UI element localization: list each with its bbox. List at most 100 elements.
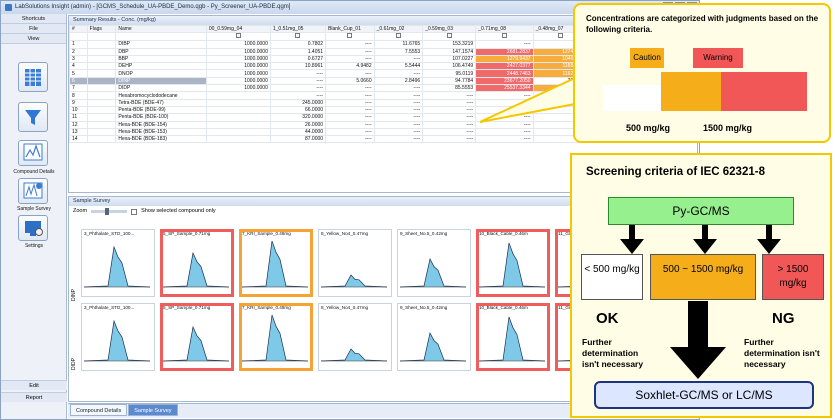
filter-cell[interactable] bbox=[373, 32, 424, 42]
chromatogram-cell[interactable]: 9_Sheet_No.5_0.42mg bbox=[397, 229, 471, 297]
chromatogram-cell[interactable]: 3_Phthalate_STD_100... bbox=[81, 229, 155, 297]
column-header[interactable]: 1_0.51mg_05 bbox=[269, 24, 327, 34]
table-cell: DEHP bbox=[115, 62, 207, 71]
column-header[interactable]: _0.61mg_02 bbox=[373, 24, 424, 34]
high-criteria-text: > 1500 mg/kg bbox=[777, 264, 809, 289]
chromatogram-cell[interactable]: 7_KRI_Sample_0.48mg bbox=[239, 229, 313, 297]
chromatogram-cell[interactable]: 8_Yellow_No4_0.47mg bbox=[318, 303, 392, 371]
filter-cell[interactable] bbox=[325, 32, 375, 42]
column-header[interactable]: # bbox=[69, 24, 88, 34]
table-cell: 11 bbox=[69, 113, 88, 122]
table-cell bbox=[86, 135, 117, 144]
column-header[interactable]: _0.71mg_08 bbox=[475, 24, 534, 34]
compound-details-icon bbox=[23, 143, 43, 161]
zoom-slider-thumb[interactable] bbox=[105, 208, 110, 215]
filter-cell[interactable] bbox=[86, 32, 117, 42]
table-cell: 5.5444 bbox=[373, 62, 424, 71]
table-cell: ---- bbox=[373, 113, 424, 122]
down-arrow-main bbox=[670, 301, 726, 379]
screening-title: Screening criteria of IEC 62321-8 bbox=[586, 166, 765, 178]
further-left-note: Further determination isn't necessary bbox=[582, 337, 644, 369]
chromatogram-cell[interactable]: 3_Phthalate_STD_100... bbox=[81, 303, 155, 371]
table-cell: ---- bbox=[422, 105, 477, 115]
table-cell: 3 bbox=[69, 54, 88, 64]
column-header[interactable]: _0.59mg_03 bbox=[422, 24, 477, 34]
table-cell: 0.7802 bbox=[269, 40, 327, 49]
filter-cell[interactable] bbox=[269, 32, 327, 42]
warning-range-bar bbox=[721, 72, 807, 111]
table-cell: 9 bbox=[69, 98, 88, 107]
sample-survey-header: Sample Survey bbox=[69, 197, 697, 206]
table-cell: Penta-BDE (BDE-99) bbox=[115, 105, 207, 115]
table-cell: 1000.0000 bbox=[205, 47, 271, 56]
view-menu[interactable]: View bbox=[1, 34, 66, 44]
sample-survey-button[interactable] bbox=[18, 178, 48, 204]
column-checkbox[interactable] bbox=[446, 33, 452, 39]
filter-cell[interactable] bbox=[475, 32, 534, 42]
filter-cell[interactable] bbox=[115, 32, 207, 42]
filter-cell[interactable] bbox=[69, 32, 88, 42]
table-cell: Penta-BDE (BDE-100) bbox=[115, 113, 207, 122]
tab-sample-survey[interactable]: Sample Survey bbox=[128, 404, 178, 416]
column-header[interactable]: Blank_Cup_01 bbox=[325, 24, 375, 34]
grid-view-button[interactable] bbox=[18, 62, 48, 92]
mid-criteria-box: 500 ~ 1500 mg/kg bbox=[650, 254, 756, 300]
chromatogram-cell[interactable]: 7_KRI_Sample_0.48mg bbox=[239, 303, 313, 371]
column-header[interactable]: Flags bbox=[86, 24, 117, 34]
settings-icon bbox=[25, 221, 43, 236]
filter-cell[interactable] bbox=[205, 32, 271, 42]
peak-trace bbox=[320, 348, 388, 362]
chromatogram-cell[interactable]: 10_Black_Cable_0.46m bbox=[476, 229, 550, 297]
sample-title: 10_Black_Cable_0.46m bbox=[479, 231, 528, 236]
table-cell: ---- bbox=[325, 98, 375, 107]
criteria-callout: Concentrations are categorized with judg… bbox=[573, 3, 831, 143]
peak-trace bbox=[241, 240, 309, 288]
table-cell: 7.5553 bbox=[373, 47, 424, 56]
filter-cell[interactable] bbox=[422, 32, 477, 42]
settings-button[interactable] bbox=[18, 215, 48, 241]
chromatogram-cell[interactable]: 5_SP_Sample_0.71mg bbox=[160, 303, 234, 371]
zoom-slider[interactable] bbox=[91, 208, 128, 215]
title-bar: LabSolutions Insight (admin) - [GCMS_Sch… bbox=[1, 1, 699, 14]
sample-survey-label: Sample Survey bbox=[17, 206, 51, 212]
column-checkbox[interactable] bbox=[235, 33, 241, 39]
table-cell: ---- bbox=[269, 69, 327, 78]
table-row[interactable]: 3 BBP 1000.0000 0.6727 ---- ---- 107.0227 1279.… bbox=[69, 54, 698, 64]
file-menu[interactable]: File bbox=[1, 24, 66, 34]
show-selected-checkbox[interactable] bbox=[131, 208, 138, 215]
column-header[interactable]: 00_0.59mg_04 bbox=[205, 24, 271, 34]
table-cell: ---- bbox=[373, 54, 424, 64]
chromatogram-cell[interactable]: 8_Yellow_No4_0.47mg bbox=[318, 229, 392, 297]
tab-compound-details[interactable]: Compound Details bbox=[70, 404, 128, 416]
compound-details-button[interactable] bbox=[18, 140, 48, 166]
peak-trace bbox=[478, 316, 546, 362]
chromatogram-cell[interactable]: 10_Black_Cable_0.46m bbox=[476, 303, 550, 371]
report-menu[interactable]: Report bbox=[1, 392, 67, 402]
screening-criteria-box: Screening criteria of IEC 62321-8 Py-GC/… bbox=[570, 153, 832, 418]
filter-button[interactable] bbox=[18, 102, 48, 132]
column-checkbox[interactable] bbox=[347, 33, 353, 39]
chromatogram-cell[interactable]: 9_Sheet_No.5_0.42mg bbox=[397, 303, 471, 371]
column-header[interactable]: Name bbox=[115, 24, 207, 34]
table-cell: ---- bbox=[269, 76, 327, 86]
table-cell: 7 bbox=[69, 84, 88, 93]
table-cell: ---- bbox=[325, 40, 375, 49]
peak-plot bbox=[83, 245, 151, 288]
table-cell: 6 bbox=[69, 76, 88, 86]
edit-menu[interactable]: Edit bbox=[1, 380, 67, 390]
table-cell: DIDP bbox=[115, 84, 207, 93]
table-cell bbox=[86, 113, 117, 122]
sample-title: 9_Sheet_No.5_0.42mg bbox=[400, 231, 448, 236]
peak-plot bbox=[399, 331, 467, 362]
column-checkbox[interactable] bbox=[295, 33, 301, 39]
column-checkbox[interactable] bbox=[501, 33, 507, 39]
chromatogram-cell[interactable]: 5_SP_Sample_0.71mg bbox=[160, 229, 234, 297]
peak-plot bbox=[478, 242, 546, 288]
shortcuts-header[interactable]: Shortcuts bbox=[1, 14, 66, 24]
settings-label: Settings bbox=[24, 243, 44, 249]
zoom-label: Zoom bbox=[73, 208, 88, 214]
table-cell bbox=[86, 69, 117, 78]
column-checkbox[interactable] bbox=[395, 33, 401, 39]
sample-title: 5_SP_Sample_0.71mg bbox=[163, 231, 211, 236]
column-checkbox[interactable] bbox=[558, 33, 564, 39]
